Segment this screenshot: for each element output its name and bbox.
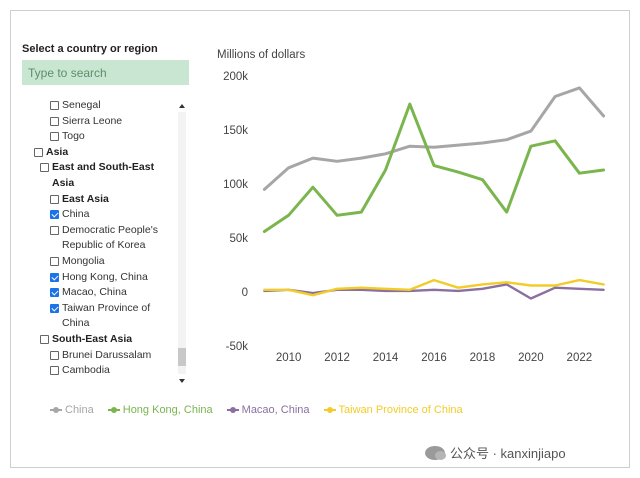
tree-item[interactable]: Brunei Darussalam [22,348,178,364]
tree-item-label: Taiwan Province of China [62,301,151,330]
legend-item[interactable]: Taiwan Province of China [323,404,463,416]
legend-item[interactable]: China [50,404,94,416]
checkbox[interactable] [50,366,59,376]
checkbox[interactable] [50,194,59,204]
checkbox[interactable] [50,116,59,126]
tree-item[interactable]: Asia [22,145,178,161]
scroll-thumb[interactable] [178,348,186,366]
legend-label: Hong Kong, China [122,404,213,416]
x-tick-label: 2016 [421,352,447,364]
tree-item[interactable]: East Asia [22,192,178,208]
series-line-hong-kong-china[interactable] [262,102,606,233]
checkbox[interactable] [50,132,59,142]
checkbox[interactable] [50,350,59,360]
y-tick-label: 0 [242,287,248,299]
tree-item[interactable]: Taiwan Province of China [22,301,178,332]
dashboard-frame [10,10,630,468]
tree-item[interactable]: Senegal [22,98,178,114]
checkbox[interactable] [40,163,49,173]
legend-swatch-icon [107,406,120,414]
y-tick-label: 100k [223,179,248,191]
tree-item-label: East and South-East Asia [52,161,155,189]
y-tick-label: 200k [223,71,248,83]
legend-label: China [65,404,94,416]
x-tick-label: 2014 [373,352,399,364]
tree-item-label: Togo [62,130,85,143]
series-line-taiwan-province-of-china[interactable] [263,278,605,297]
checkbox[interactable] [50,256,59,266]
series-line-china[interactable] [262,86,606,191]
checkbox-checked[interactable] [50,272,59,282]
checkbox-checked[interactable] [50,288,59,298]
tree-item-label: Asia [46,145,69,158]
watermark-text: 公众号 · kanxinjiapo [450,446,566,461]
checkbox[interactable] [50,101,59,110]
tree-item-label: Macao, China [62,286,127,299]
tree-item-label: South-East Asia [52,332,133,345]
tree-scrollbar[interactable] [178,100,188,385]
region-tree: Senegal Sierra Leone Togo Asia East and Sout… [22,98,178,388]
legend-swatch-icon [50,406,62,414]
legend-label: Macao, China [241,404,310,416]
checkbox-checked[interactable] [50,303,59,313]
tree-item-label: Brunei Darussalam [62,348,152,361]
tree-item[interactable]: Mongolia [22,254,178,270]
tree-item[interactable]: Togo [22,129,178,145]
watermark: 公众号 · kanxinjiapo [425,443,566,462]
scroll-down-arrow-icon[interactable] [179,379,185,383]
checkbox[interactable] [50,225,59,235]
checkbox-checked[interactable] [50,210,59,220]
tree-item-label: Cambodia [62,364,110,377]
legend-item[interactable]: Hong Kong, China [107,404,213,416]
tree-item-label: East Asia [62,192,109,205]
y-tick-label: 150k [223,125,248,137]
x-tick-label: 2020 [518,352,544,364]
scroll-track[interactable] [178,112,186,374]
y-tick-label: 50k [229,233,248,245]
tree-item[interactable]: Hong Kong, China [22,270,178,286]
x-tick-label: 2018 [470,352,496,364]
search-input[interactable] [22,60,189,85]
legend-label: Taiwan Province of China [338,404,463,416]
tree-item[interactable]: Macao, China [22,285,178,301]
x-tick-label: 2010 [276,352,302,364]
x-tick-label: 2022 [567,352,593,364]
tree-item-label: Hong Kong, China [62,270,148,283]
tree-item[interactable]: South-East Asia [22,332,178,348]
legend-item[interactable]: Macao, China [226,404,310,416]
x-tick-label: 2012 [324,352,350,364]
y-tick-label: -50k [226,341,249,353]
tree-item[interactable]: Sierra Leone [22,114,178,130]
tree-item[interactable]: Democratic People's Republic of Korea [22,223,178,254]
tree-item[interactable]: China [22,207,178,223]
chart-legend: China Hong Kong, China Macao, China Taiwan … [50,404,463,416]
legend-swatch-icon [226,406,239,414]
tree-item-label: Sierra Leone [62,114,123,127]
filter-title: Select a country or region [22,43,158,55]
wechat-icon [425,445,446,460]
y-axis-label: Millions of dollars [217,49,305,61]
checkbox[interactable] [34,147,43,157]
tree-item-label: Senegal [62,99,101,111]
tree-item-label: Democratic People's Republic of Korea [62,223,158,252]
tree-item[interactable]: Cambodia [22,363,178,379]
tree-item-label: China [62,208,90,221]
scroll-up-arrow-icon[interactable] [179,104,185,108]
checkbox[interactable] [40,334,49,344]
tree-item-label: Mongolia [62,254,105,267]
legend-swatch-icon [323,406,336,414]
tree-item[interactable]: East and South-East Asia [22,160,178,191]
